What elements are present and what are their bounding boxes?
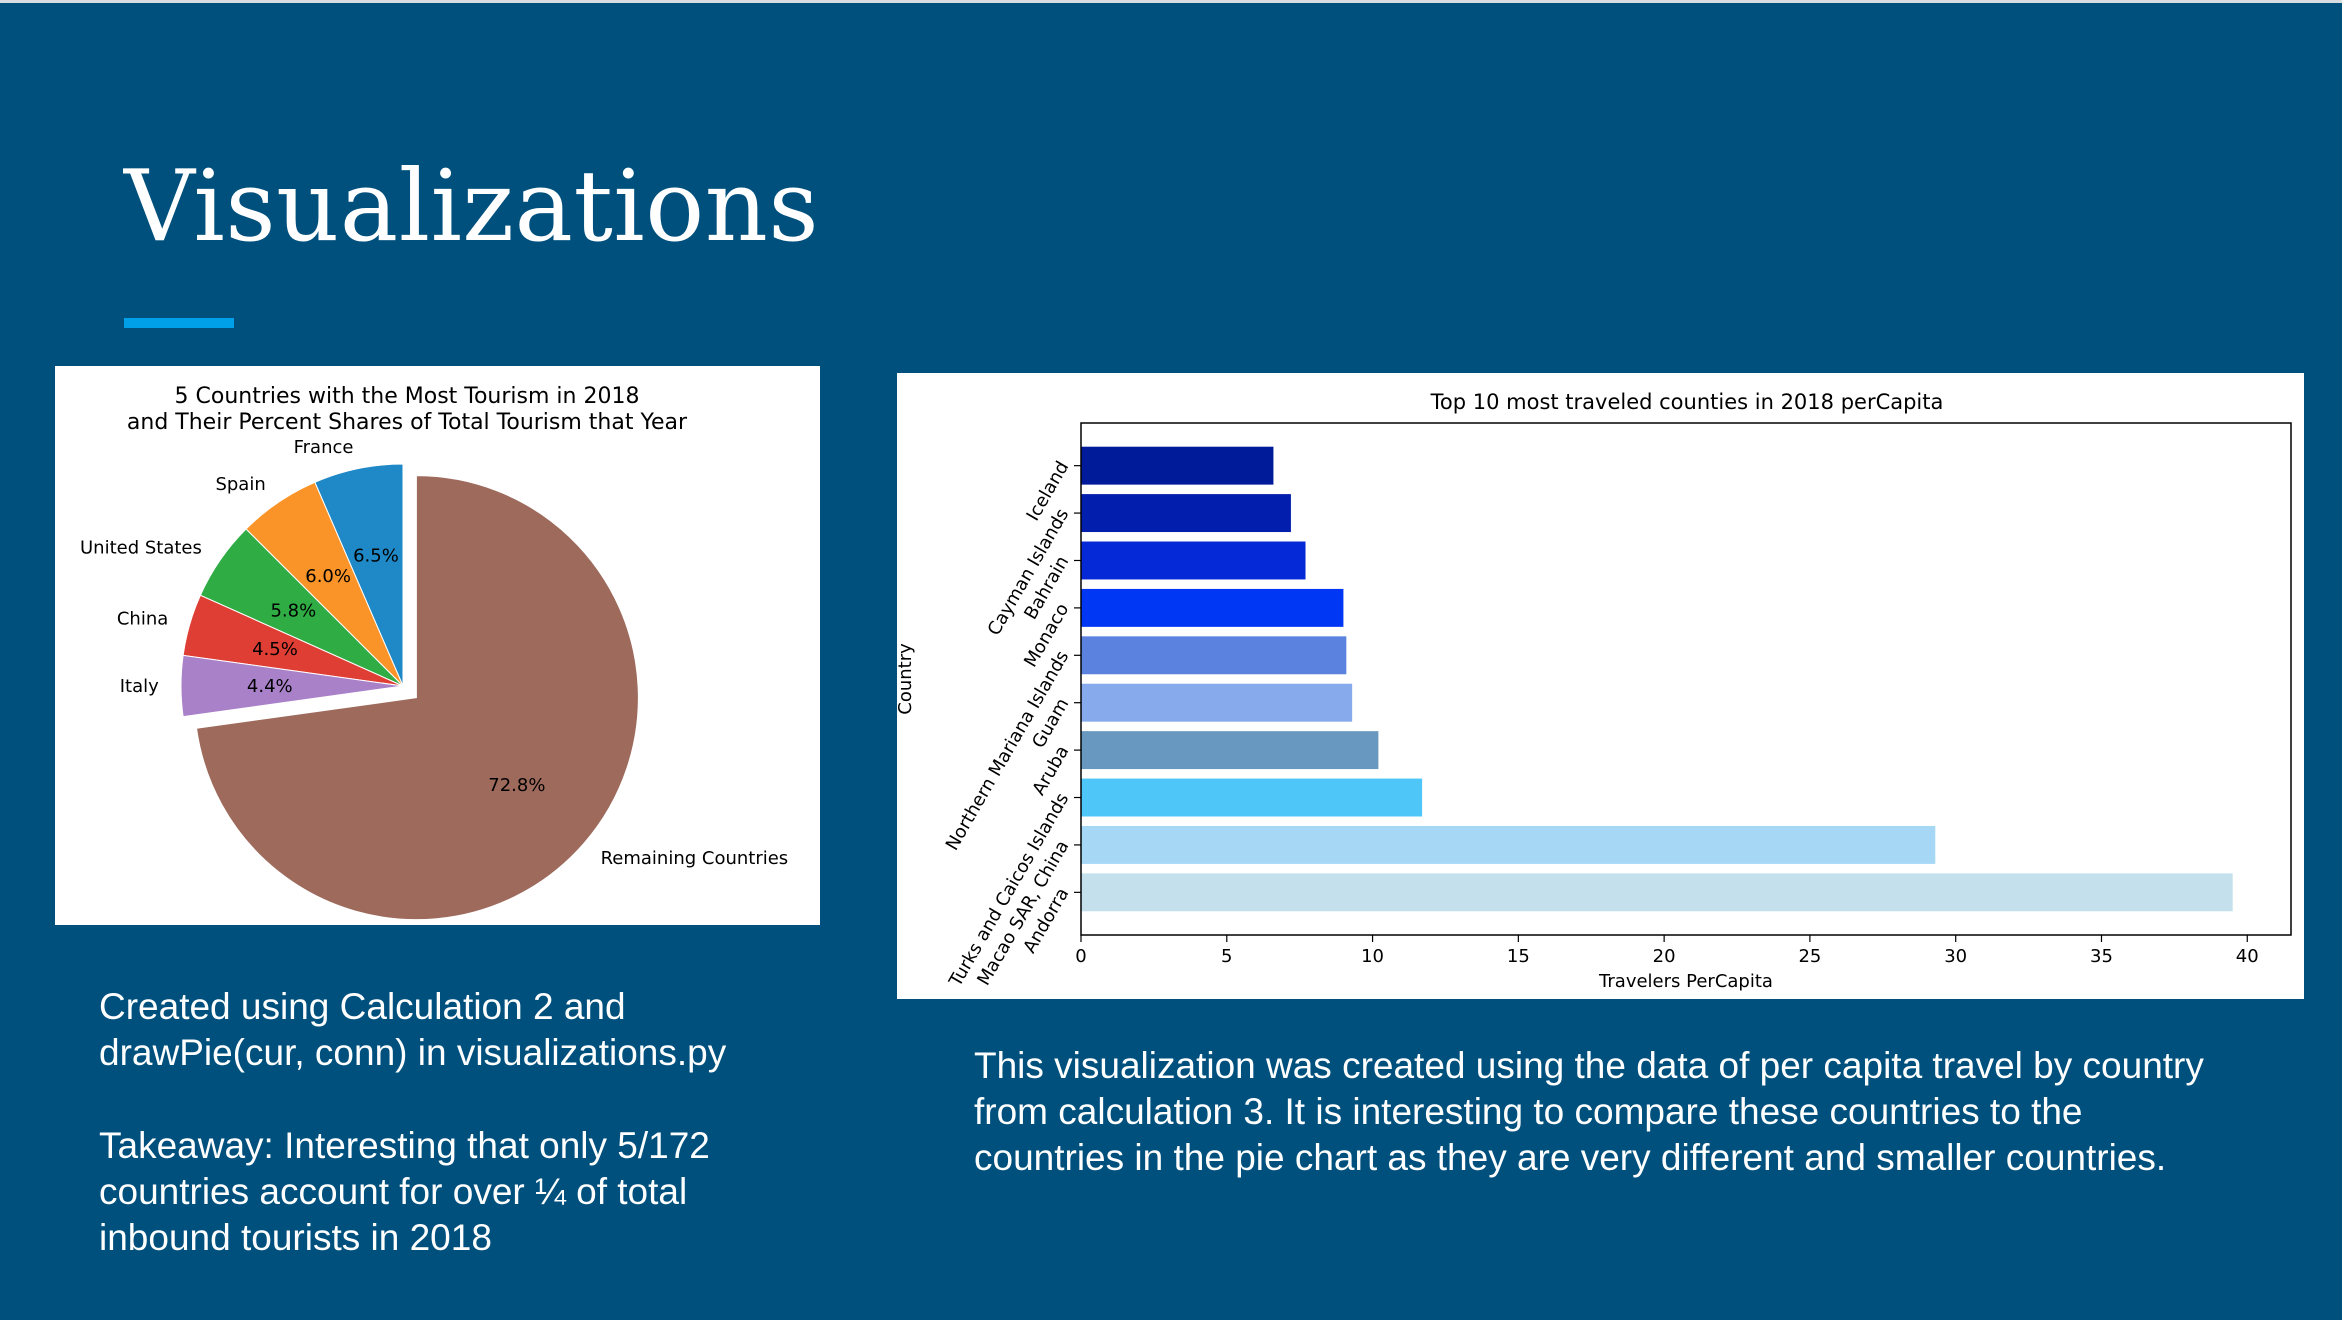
pie-label-spain: Spain bbox=[215, 474, 265, 495]
bar-monaco bbox=[1081, 588, 1344, 627]
bar-macao-sar-china bbox=[1081, 825, 1936, 864]
bar-chart-x-axis-label: Travelers PerCapita bbox=[1598, 971, 1773, 992]
slide-top-border bbox=[0, 0, 2342, 3]
pie-pct-spain: 6.0% bbox=[305, 566, 351, 587]
pie-label-france: France bbox=[294, 437, 354, 458]
x-tick-label: 35 bbox=[2090, 946, 2113, 967]
bar-chart: Top 10 most traveled counties in 2018 pe… bbox=[897, 390, 2292, 992]
bar-andorra bbox=[1081, 873, 2233, 912]
x-tick-label: 30 bbox=[1944, 946, 1967, 967]
pie-pct-united-states: 5.8% bbox=[270, 600, 316, 621]
x-tick-label: 5 bbox=[1221, 946, 1232, 967]
x-tick-label: 0 bbox=[1075, 946, 1086, 967]
bar-chart-frame bbox=[1080, 422, 2292, 936]
pie-pct-italy: 4.4% bbox=[247, 676, 293, 697]
bar-northern-mariana-islands bbox=[1081, 636, 1347, 675]
bar-chart-panel: Top 10 most traveled counties in 2018 pe… bbox=[897, 373, 2304, 999]
pie-chart-panel: 5 Countries with the Most Tourism in 201… bbox=[55, 366, 820, 925]
pie-chart: 5 Countries with the Most Tourism in 201… bbox=[80, 384, 789, 921]
bar-turks-and-caicos-islands bbox=[1081, 778, 1423, 817]
x-tick-label: 25 bbox=[1798, 946, 1821, 967]
pie-label-italy: Italy bbox=[120, 676, 159, 697]
bar-guam bbox=[1081, 683, 1353, 722]
x-tick-label: 20 bbox=[1653, 946, 1676, 967]
pie-pct-china: 4.5% bbox=[252, 639, 298, 660]
bar-bahrain bbox=[1081, 541, 1306, 580]
bar-iceland bbox=[1081, 446, 1274, 485]
pie-chart-title-line-2: and Their Percent Shares of Total Touris… bbox=[127, 410, 688, 435]
bar-aruba bbox=[1081, 731, 1379, 770]
pie-slice-italy bbox=[180, 654, 404, 718]
y-tick-label-aruba: Aruba bbox=[1028, 742, 1073, 799]
x-tick-label: 15 bbox=[1507, 946, 1530, 967]
pie-label-china: China bbox=[117, 609, 168, 630]
pie-chart-title-line-1: 5 Countries with the Most Tourism in 201… bbox=[175, 384, 640, 409]
bar-chart-title: Top 10 most traveled counties in 2018 pe… bbox=[1430, 390, 1944, 414]
pie-label-remaining-countries: Remaining Countries bbox=[601, 848, 789, 869]
pie-chart-takeaway: Takeaway: Interesting that only 5/172 co… bbox=[99, 1125, 710, 1258]
pie-slice-remaining-countries bbox=[195, 475, 639, 921]
slide-title: Visualizations bbox=[124, 150, 820, 264]
pie-chart-caption: Created using Calculation 2 and drawPie(… bbox=[99, 986, 727, 1073]
pie-label-united-states: United States bbox=[80, 537, 202, 558]
x-tick-label: 40 bbox=[2236, 946, 2259, 967]
pie-pct-france: 6.5% bbox=[353, 546, 399, 567]
bar-cayman-islands bbox=[1081, 494, 1291, 533]
pie-pct-remaining-countries: 72.8% bbox=[488, 775, 545, 796]
bar-chart-caption: This visualization was created using the… bbox=[974, 1045, 2204, 1178]
bar-chart-y-axis-label: Country bbox=[897, 643, 916, 715]
x-tick-label: 10 bbox=[1361, 946, 1384, 967]
title-accent-bar bbox=[124, 318, 234, 328]
